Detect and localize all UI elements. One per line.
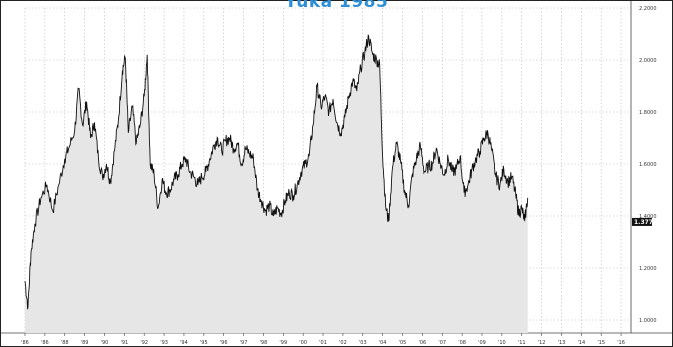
- x-tick-label: '94: [180, 340, 188, 346]
- y-tick-label: 1.4000: [639, 214, 657, 220]
- chart-title: Yuka 1985: [284, 0, 389, 12]
- x-tick-label: '04: [379, 340, 387, 346]
- x-tick-label: '08: [458, 340, 466, 346]
- y-tick-label: 1.2000: [639, 266, 657, 272]
- series-line: [24, 34, 529, 310]
- x-tick-label: '92: [140, 340, 148, 346]
- x-tick-label: '14: [577, 340, 585, 346]
- series-area: [25, 34, 528, 333]
- y-tick-label: 1.0000: [639, 318, 657, 324]
- x-tick-label: '09: [478, 340, 486, 346]
- y-tick-label: 2.2000: [639, 6, 657, 12]
- x-tick-label: '90: [101, 340, 109, 346]
- x-tick-label: '06: [419, 340, 427, 346]
- y-tick-label: 1.8000: [639, 110, 657, 116]
- x-tick-label: '05: [399, 340, 407, 346]
- x-tick-label: '00: [299, 340, 307, 346]
- y-tick-label: 1.6000: [639, 162, 657, 168]
- x-tick-label: '86: [21, 340, 29, 346]
- x-tick-label: '95: [200, 340, 208, 346]
- x-tick-label: '96: [220, 340, 228, 346]
- x-tick-label: '98: [260, 340, 268, 346]
- x-tick-label: '07: [438, 340, 446, 346]
- x-tick-label: '91: [120, 340, 128, 346]
- x-tick-label: '10: [498, 340, 506, 346]
- x-tick-label: '16: [617, 340, 625, 346]
- last-value-badge: [632, 217, 652, 226]
- x-tick-label: '15: [597, 340, 605, 346]
- x-tick-label: '93: [160, 340, 168, 346]
- x-tick-label: '12: [538, 340, 546, 346]
- x-tick-label: '01: [319, 340, 327, 346]
- last-value-label: 1.3772: [634, 219, 657, 226]
- x-tick-label: '97: [240, 340, 248, 346]
- x-tick-label: '86: [41, 340, 49, 346]
- x-tick-label: '03: [359, 340, 367, 346]
- x-tick-label: '13: [558, 340, 566, 346]
- y-tick-label: 2.0000: [639, 58, 657, 64]
- x-tick-label: '02: [339, 340, 347, 346]
- x-tick-label: '89: [81, 340, 89, 346]
- x-tick-label: '11: [518, 340, 526, 346]
- x-tick-label: '99: [279, 340, 287, 346]
- x-tick-label: '88: [61, 340, 69, 346]
